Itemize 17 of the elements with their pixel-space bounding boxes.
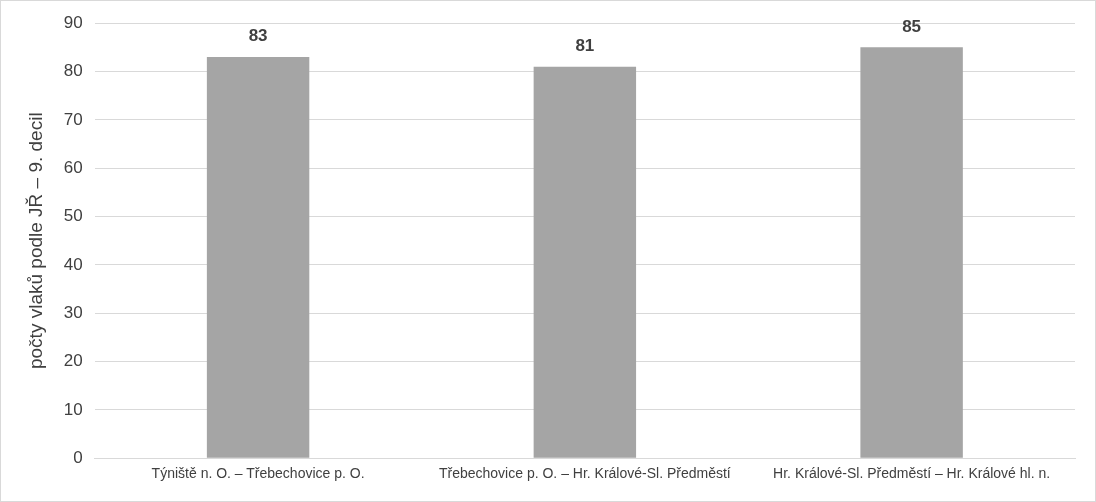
y-tick-label: 70 [63, 109, 83, 129]
y-tick-label: 10 [63, 399, 83, 419]
data-label: 85 [902, 16, 922, 36]
y-tick-label: 0 [73, 447, 83, 467]
x-tick-label: Třebechovice p. O. – Hr. Králové-Sl. Předměstí [438, 465, 731, 482]
y-tick-label: 20 [63, 351, 83, 371]
data-label: 81 [575, 35, 595, 55]
y-tick-label: 90 [63, 12, 83, 32]
y-axis-title: počty vlaků podle JŘ – 9. decil [24, 112, 46, 370]
y-tick-label: 40 [63, 254, 83, 274]
data-label: 83 [248, 26, 268, 46]
y-tick-label: 30 [63, 302, 83, 322]
x-tick-label: Týniště n. O. – Třebechovice p. O. [151, 465, 365, 482]
y-tick-label: 60 [63, 157, 83, 177]
x-tick-label: Hr. Králové-Sl. Předměstí – Hr. Králové hl. n. [773, 465, 1051, 482]
y-tick-label: 80 [63, 61, 83, 81]
y-tick-label: 50 [63, 206, 83, 226]
